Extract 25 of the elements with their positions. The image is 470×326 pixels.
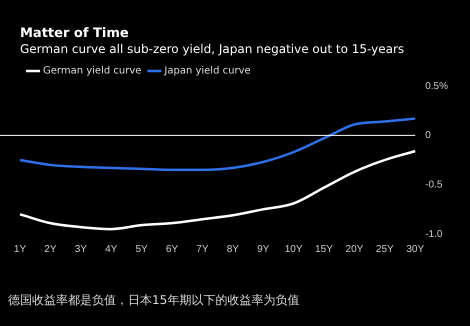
- x-tick-label: 25Y: [376, 244, 394, 255]
- y-tick-label: -1.0: [425, 228, 443, 240]
- x-tick-label: 7Y: [196, 244, 209, 255]
- y-tick-label: 0.5%: [425, 80, 448, 92]
- x-tick-label: 2Y: [44, 244, 57, 255]
- line-series: [18, 117, 416, 172]
- x-tick-label: 8Y: [226, 244, 240, 255]
- x-tick-label: 20Y: [346, 244, 364, 255]
- chart-subtitle: German curve all sub-zero yield, Japan negative out to 15-years: [20, 42, 404, 56]
- line-series: [18, 150, 416, 230]
- chart-title: Matter of Time: [20, 26, 129, 41]
- x-tick-label: 30Y: [406, 244, 424, 255]
- text: 德国收益率都是负值，日本15年期以下的收益率为负值: [8, 292, 300, 309]
- x-tick-label: 9Y: [257, 244, 270, 255]
- x-tick-label: 1Y: [14, 244, 26, 255]
- y-tick-label: 0: [425, 130, 432, 142]
- x-tick-label: 10Y: [284, 244, 303, 255]
- y-tick-label: -0.5: [425, 179, 443, 190]
- x-tick-label: 3Y: [74, 244, 88, 255]
- x-tick-label: 6Y: [166, 244, 178, 255]
- x-tick-label: 4Y: [105, 244, 118, 255]
- legend-label: Japan yield curve: [163, 66, 251, 77]
- legend-label: German yield curve: [43, 66, 142, 77]
- x-tick-label: 15Y: [315, 244, 334, 255]
- x-tick-label: 5Y: [135, 244, 148, 255]
